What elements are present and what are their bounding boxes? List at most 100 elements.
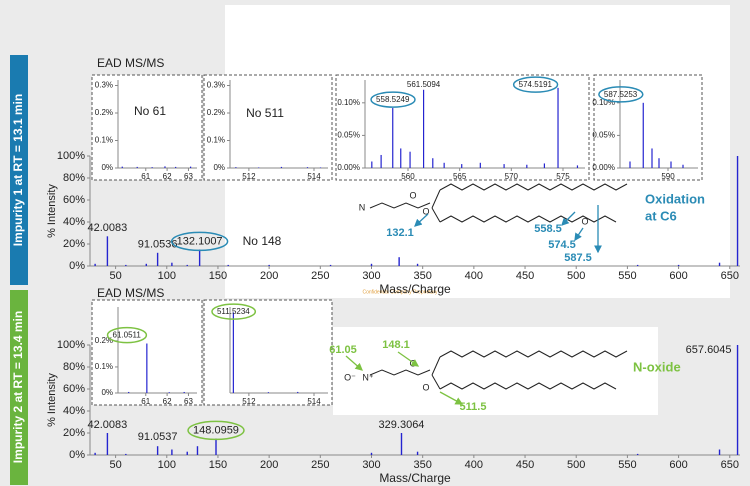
watermark: Confidential Company Proprietary (362, 289, 438, 295)
x-tick-label: 560 (401, 172, 415, 181)
arrow (397, 351, 420, 367)
x-axis-title: Mass/Charge (379, 282, 451, 296)
fragment-label: 132.1 (386, 227, 414, 239)
y-tick-label: 80% (63, 361, 85, 373)
y-tick-label: 40% (63, 216, 85, 228)
head-chain (369, 202, 431, 209)
x-tick-label: 575 (556, 172, 570, 181)
chain (439, 350, 628, 358)
x-tick-label: 300 (362, 270, 380, 282)
fragment-label: 574.5 (548, 239, 576, 251)
annotation: No 511 (246, 106, 284, 120)
x-tick-label: 62 (163, 397, 172, 406)
panel-label: Impurity 1 at RT = 13.1 min (11, 94, 25, 246)
y-tick-label: 0.2% (207, 108, 225, 117)
y-tick-label: 0.10% (337, 98, 360, 107)
y-tick-label: 100% (57, 150, 85, 162)
fragment-label: 558.5 (534, 223, 562, 235)
x-tick-label: 150 (209, 459, 227, 471)
x-tick-label: 61 (141, 172, 150, 181)
x-tick-label: 61 (141, 397, 150, 406)
x-tick-label: 100 (158, 270, 176, 282)
x-tick-label: 200 (260, 270, 278, 282)
method-label: EAD MS/MS (97, 286, 164, 300)
peak-label: 511.5234 (217, 307, 250, 316)
x-tick-label: 50 (109, 270, 121, 282)
x-tick-label: 450 (516, 459, 534, 471)
bond (431, 207, 441, 223)
y-tick-label: 0% (101, 163, 113, 172)
peak-label: 42.0083 (88, 419, 128, 431)
side-bar (10, 55, 28, 285)
y-tick-label: 0.1% (95, 136, 113, 145)
head-chain (369, 369, 431, 376)
x-tick-label: 62 (163, 172, 172, 181)
label-circle (106, 326, 148, 344)
atom: O (409, 358, 416, 368)
arrow (345, 355, 363, 371)
inset-frame (91, 74, 203, 181)
y-tick-label: 60% (63, 194, 85, 206)
fragment-label: 61.05 (329, 344, 357, 356)
fragment-label: 511.5 (460, 401, 487, 413)
chain (439, 215, 617, 223)
peak-label: 561.5094 (407, 80, 441, 89)
x-tick-label: 650 (721, 270, 739, 282)
bond (431, 356, 441, 376)
note: Oxidation (645, 191, 705, 206)
chain (439, 183, 628, 191)
arrow (574, 227, 584, 242)
peak-label: 91.0537 (138, 431, 178, 443)
note: N-oxide (633, 359, 681, 374)
y-tick-label: 0.3% (95, 81, 113, 90)
label-circle (598, 86, 644, 103)
x-axis-title: Mass/Charge (379, 471, 451, 485)
x-tick-label: 550 (618, 270, 636, 282)
y-tick-label: 0% (69, 260, 85, 272)
x-tick-label: 250 (311, 270, 329, 282)
y-tick-label: 80% (63, 172, 85, 184)
bond (431, 189, 441, 209)
peak-label: 329.3064 (379, 419, 425, 431)
x-tick-label: 650 (721, 459, 739, 471)
label-circle (211, 303, 257, 320)
peak-label: 148.0959 (193, 424, 239, 436)
x-tick-label: 514 (307, 172, 321, 181)
y-tick-label: 0.2% (95, 108, 113, 117)
y-tick-label: 0% (101, 388, 113, 397)
peak-label: 132.1007 (177, 235, 223, 247)
y-tick-label: 0.3% (207, 81, 225, 90)
fragment-label: 587.5 (564, 252, 592, 264)
x-tick-label: 500 (567, 270, 585, 282)
y-tick-label: 0.10% (592, 98, 615, 107)
label-circle (187, 420, 245, 441)
label-circle (512, 76, 559, 93)
inset-frame (593, 74, 703, 181)
x-tick-label: 63 (184, 172, 193, 181)
x-tick-label: 250 (311, 459, 329, 471)
x-tick-label: 200 (260, 459, 278, 471)
y-tick-label: 0.00% (337, 163, 360, 172)
label-circle (170, 231, 229, 252)
inset-frame (335, 74, 590, 181)
x-tick-label: 600 (669, 459, 687, 471)
peak-label: 61.0511 (113, 331, 142, 340)
peak-label: 587.5253 (604, 90, 638, 99)
y-tick-label: 0.05% (337, 131, 360, 140)
peak-label: 558.5249 (376, 95, 410, 104)
fragment-label: 148.1 (382, 339, 410, 351)
x-tick-label: 50 (109, 459, 121, 471)
panel-label: Impurity 2 at RT = 13.4 min (11, 311, 25, 463)
x-tick-label: 590 (661, 172, 675, 181)
arrow (561, 211, 576, 226)
chain (439, 382, 617, 390)
y-tick-label: 20% (63, 427, 85, 439)
atom: O (422, 206, 429, 216)
atom: O (422, 382, 429, 392)
y-tick-label: 0% (213, 163, 225, 172)
structure-box (333, 327, 658, 415)
x-tick-label: 400 (465, 459, 483, 471)
inset-frame (203, 74, 333, 181)
y-tick-label: 0.1% (207, 136, 225, 145)
